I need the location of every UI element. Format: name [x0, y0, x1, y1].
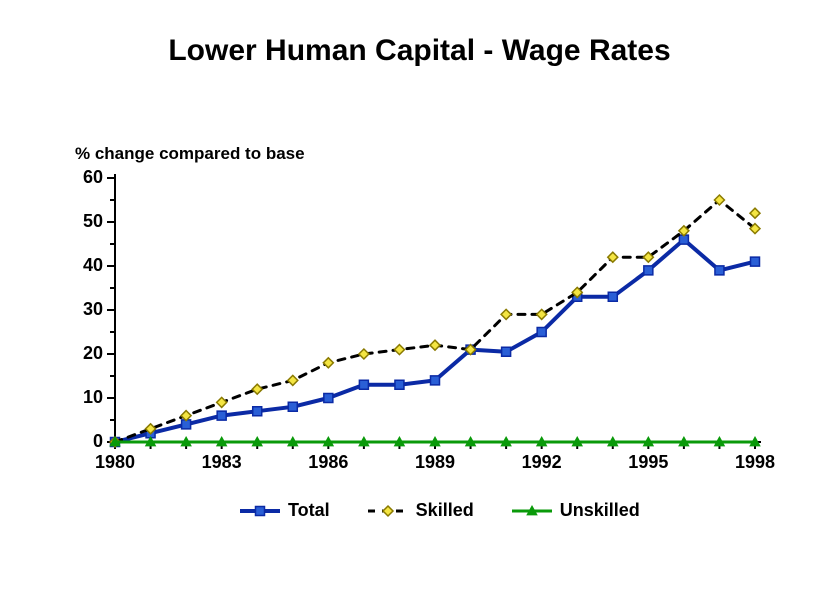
x-tick-label: 1992: [522, 452, 562, 473]
legend-item: Total: [240, 500, 330, 521]
x-tick-label: 1980: [95, 452, 135, 473]
y-tick-label: 40: [65, 255, 103, 276]
legend-item: Unskilled: [512, 500, 640, 521]
y-tick-label: 20: [65, 343, 103, 364]
legend-swatch: [512, 504, 552, 518]
y-tick-label: 60: [65, 167, 103, 188]
y-tick-label: 30: [65, 299, 103, 320]
legend-item: Skilled: [368, 500, 474, 521]
y-tick-label: 0: [65, 431, 103, 452]
x-tick-label: 1986: [308, 452, 348, 473]
chart-legend: Total Skilled Unskilled: [240, 500, 640, 521]
y-tick-label: 10: [65, 387, 103, 408]
chart-title: Lower Human Capital - Wage Rates: [0, 34, 839, 68]
chart-area: [95, 158, 775, 467]
legend-swatch: [368, 504, 408, 518]
line-chart-svg: [95, 158, 775, 462]
x-tick-label: 1995: [628, 452, 668, 473]
x-tick-label: 1998: [735, 452, 775, 473]
legend-label: Unskilled: [560, 500, 640, 521]
x-tick-label: 1989: [415, 452, 455, 473]
x-tick-label: 1983: [202, 452, 242, 473]
y-tick-label: 50: [65, 211, 103, 232]
legend-swatch: [240, 504, 280, 518]
page-root: Lower Human Capital - Wage Rates % chang…: [0, 0, 839, 595]
legend-label: Total: [288, 500, 330, 521]
legend-label: Skilled: [416, 500, 474, 521]
